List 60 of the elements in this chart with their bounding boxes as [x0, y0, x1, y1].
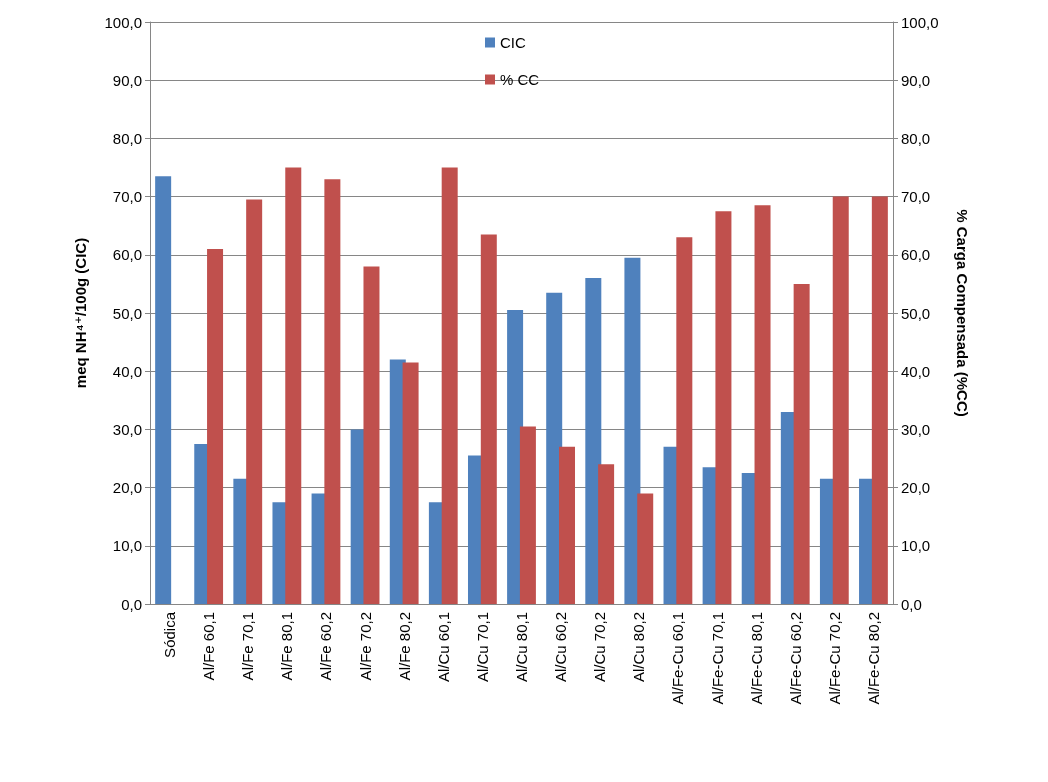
- x-tick-label: Al/Fe-Cu 60,1: [669, 612, 687, 705]
- y-tick-label: 40,0: [112, 362, 142, 380]
- y2-tick-label: 30,0: [901, 420, 931, 438]
- bar: [676, 237, 693, 604]
- y-tick-label: 30,0: [112, 420, 142, 438]
- x-tick-label: Al/Fe 60,1: [200, 612, 218, 681]
- y2-tick-label: 40,0: [901, 362, 931, 380]
- bar: [832, 196, 849, 604]
- x-tick-label: Al/Cu 60,2: [552, 612, 570, 683]
- y-tick-label: 50,0: [112, 304, 142, 322]
- y-tick-label: 0,0: [121, 595, 142, 613]
- x-tick-label: Al/Fe 70,2: [356, 612, 374, 681]
- y-tick-label: 10,0: [112, 537, 142, 555]
- x-tick-label: Al/Fe-Cu 70,2: [825, 612, 843, 705]
- x-tick-label: Al/Fe-Cu 80,1: [747, 612, 765, 705]
- bar: [624, 257, 641, 604]
- y-axis-title: meq NH⁴⁺/100g (CIC): [72, 237, 89, 389]
- bar: [754, 205, 771, 604]
- y-tick-label: 60,0: [112, 246, 142, 264]
- x-tick-label: Al/Cu 70,2: [591, 612, 609, 683]
- bar: [324, 179, 341, 604]
- bar: [207, 248, 224, 604]
- x-tick-label: Al/Fe-Cu 60,2: [786, 612, 804, 705]
- x-tick-label: Al/Cu 70,1: [473, 612, 491, 683]
- y2-tick-label: 20,0: [901, 479, 931, 497]
- y2-axis-title: % Carga Compensada (%CC): [954, 209, 971, 417]
- bar: [285, 167, 302, 604]
- y2-tick-label: 50,0: [901, 304, 931, 322]
- bar: [155, 176, 172, 604]
- bar: [585, 278, 602, 604]
- y2-tick-label: 80,0: [901, 129, 931, 147]
- bar: [637, 493, 654, 604]
- y2-tick-label: 0,0: [901, 595, 922, 613]
- y2-tick-label: 100,0: [901, 13, 939, 31]
- y2-tick-label: 10,0: [901, 537, 931, 555]
- x-tick-label: Sódica: [161, 611, 179, 658]
- y2-tick-label: 90,0: [901, 71, 931, 89]
- x-tick-label: Al/Cu 60,1: [434, 612, 452, 683]
- y2-tick-label: 60,0: [901, 246, 931, 264]
- y-tick-label: 70,0: [112, 188, 142, 206]
- bar: [246, 199, 263, 604]
- bar: [480, 234, 497, 604]
- bar: [715, 211, 732, 604]
- y-tick-label: 100,0: [104, 13, 142, 31]
- x-tick-label: Al/Fe 70,1: [239, 612, 257, 681]
- y-tick-label: 90,0: [112, 71, 142, 89]
- legend-label: CIC: [500, 34, 526, 51]
- x-tick-label: Al/Fe 80,1: [278, 612, 296, 681]
- y-tick-label: 80,0: [112, 129, 142, 147]
- x-tick-label: Al/Cu 80,1: [513, 612, 530, 683]
- y2-tick-label: 70,0: [901, 188, 931, 206]
- x-tick-label: Al/Cu 80,2: [630, 612, 648, 683]
- x-tick-label: Al/Fe 80,2: [395, 612, 413, 681]
- bar: [441, 167, 458, 604]
- x-tick-label: Al/Fe-Cu 70,1: [708, 612, 726, 705]
- x-tick-label: Al/Fe 60,2: [317, 612, 335, 681]
- legend-label: % CC: [500, 71, 540, 88]
- bar: [871, 196, 888, 604]
- x-tick-label: Al/Fe-Cu 80,2: [864, 612, 882, 705]
- y-tick-label: 20,0: [112, 479, 142, 497]
